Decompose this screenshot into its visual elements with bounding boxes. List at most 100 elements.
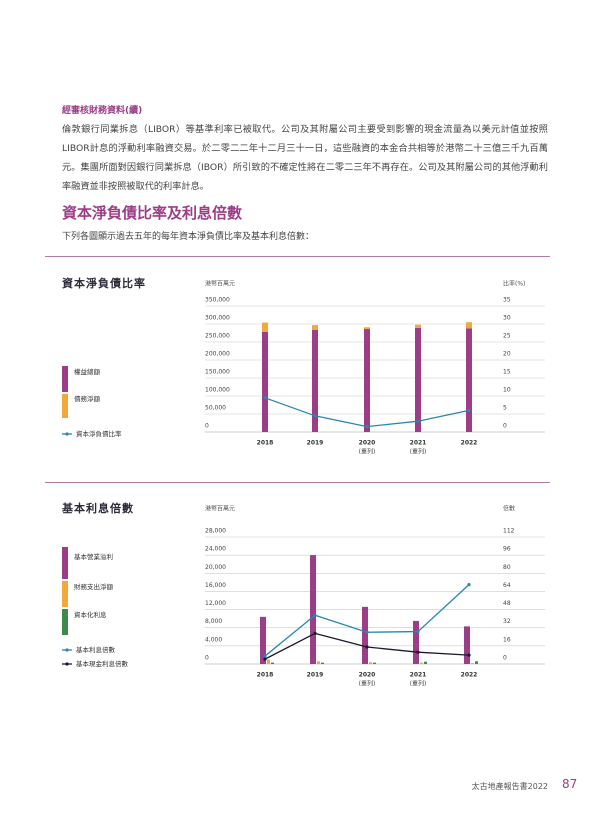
line-point <box>313 613 317 617</box>
x-tick-label: 2020 <box>359 672 376 679</box>
bar <box>267 659 270 664</box>
y-tick-label: 4,000 <box>205 636 222 643</box>
y2-tick-label: 32 <box>503 618 511 625</box>
line-point <box>365 630 369 634</box>
line-point <box>313 414 317 418</box>
y2-tick-label: 0 <box>503 423 507 430</box>
y2-tick-label: 64 <box>503 582 511 589</box>
legend-swatch <box>62 394 68 418</box>
y2-tick-label: 48 <box>503 600 511 607</box>
line-point <box>365 425 369 429</box>
bar <box>424 661 427 664</box>
legend-label: 基本利息倍數 <box>76 645 116 654</box>
section-intro: 下列各圖顯示過去五年的每年資本淨負債比率及基本利息倍數： <box>62 232 315 242</box>
y-tick-label: 50,000 <box>205 405 226 412</box>
legend-label: 基本營業溢利 <box>74 552 113 561</box>
bar <box>413 620 419 664</box>
bar-segment <box>415 327 421 432</box>
y-tick-label: 300,000 <box>205 315 230 322</box>
x-tick-label: 2021 <box>410 672 427 679</box>
y2-tick-label: 20 <box>503 351 511 358</box>
legend-label: 財務支出淨額 <box>74 582 114 591</box>
bar <box>260 616 266 664</box>
line-point <box>416 650 420 654</box>
y2-tick-label: 10 <box>503 387 511 394</box>
legend-swatch-point <box>65 662 69 666</box>
y-tick-label: 16,000 <box>205 582 226 589</box>
legend-swatch-point <box>65 648 69 652</box>
y2-axis-label: 比率(%) <box>503 280 525 288</box>
x-tick-label: 2018 <box>257 672 274 679</box>
x-tick-label: 2019 <box>307 672 324 679</box>
bar <box>475 661 478 664</box>
y-tick-label: 150,000 <box>205 369 230 376</box>
line-point <box>263 657 267 661</box>
bar-segment <box>262 331 268 432</box>
chart-title: 基本利息倍數 <box>61 501 134 515</box>
y2-tick-label: 15 <box>503 369 511 376</box>
chart-1: 資本淨負債比率 港幣百萬元 比率(%) 0 50,000 100,000 150,000 20… <box>62 276 545 456</box>
y-tick-label: 350,000 <box>205 297 230 304</box>
footer-report: 太古地產報告書2022 <box>471 782 548 791</box>
bar <box>310 555 316 664</box>
paragraph: 倫敦銀行同業拆息（LIBOR）等基準利率已被取代。公司及其附屬公司主要受到影響的… <box>62 124 548 192</box>
y-tick-label: 200,000 <box>205 351 230 358</box>
bar <box>471 663 474 664</box>
y-tick-label: 24,000 <box>205 546 226 553</box>
x-tick-label: 2020 <box>359 440 376 447</box>
chart-title: 資本淨負債比率 <box>62 276 146 290</box>
bar <box>321 662 324 664</box>
bar-segment <box>466 322 472 329</box>
y-tick-label: 0 <box>205 655 209 662</box>
legend-swatch <box>62 581 68 607</box>
bar-segment <box>364 329 370 432</box>
bar <box>369 662 372 664</box>
line-point <box>416 629 420 634</box>
x-tick-note: (重列) <box>359 680 376 688</box>
line-point <box>263 654 267 658</box>
line-point <box>365 645 369 649</box>
section-title: 資本淨負債比率及利息倍數 <box>62 204 243 222</box>
y2-tick-label: 35 <box>503 297 511 304</box>
y-tick-label: 250,000 <box>205 333 230 340</box>
y2-axis-label: 倍數 <box>503 505 515 513</box>
y2-tick-label: 30 <box>503 315 511 322</box>
y-tick-label: 28,000 <box>205 528 226 535</box>
y2-tick-label: 25 <box>503 333 511 340</box>
chart-2: 基本利息倍數 港幣百萬元 倍數 0 4,000 8,000 12,000 16,000 20,0… <box>61 501 545 688</box>
line-point <box>467 583 471 587</box>
bar-segment <box>415 324 421 328</box>
section-label: 經審核財務資料(續) <box>62 106 143 116</box>
y2-tick-label: 0 <box>503 655 507 662</box>
bar-segment <box>364 327 370 330</box>
bar-segment <box>312 325 318 330</box>
legend-swatch <box>62 366 68 392</box>
page-number: 87 <box>562 777 578 791</box>
y2-tick-label: 112 <box>503 528 515 535</box>
legend-label: 債務淨額 <box>74 394 101 403</box>
x-tick-label: 2019 <box>307 440 324 447</box>
y2-tick-label: 5 <box>503 405 507 412</box>
legend-label: 資本淨負債比率 <box>76 429 122 438</box>
bar <box>420 662 423 664</box>
x-tick-label: 2021 <box>410 440 427 447</box>
y2-tick-label: 80 <box>503 564 511 571</box>
divider <box>45 482 550 483</box>
x-tick-note: (重列) <box>410 448 427 456</box>
y-axis-label: 港幣百萬元 <box>205 280 235 288</box>
x-tick-note: (重列) <box>359 448 376 456</box>
legend-label: 權益總額 <box>74 367 101 376</box>
bar <box>362 606 368 664</box>
line-point <box>263 396 267 400</box>
bar <box>317 661 320 664</box>
x-tick-label: 2018 <box>257 440 274 447</box>
y2-tick-label: 16 <box>503 636 511 643</box>
x-tick-label: 2022 <box>461 440 478 447</box>
legend-label: 基本現金利息倍數 <box>76 659 129 668</box>
legend-swatch-point <box>65 432 69 436</box>
legend-swatch <box>62 609 68 635</box>
bar-segment <box>312 329 318 432</box>
y2-tick-label: 96 <box>503 546 511 553</box>
x-tick-label: 2022 <box>461 672 478 679</box>
